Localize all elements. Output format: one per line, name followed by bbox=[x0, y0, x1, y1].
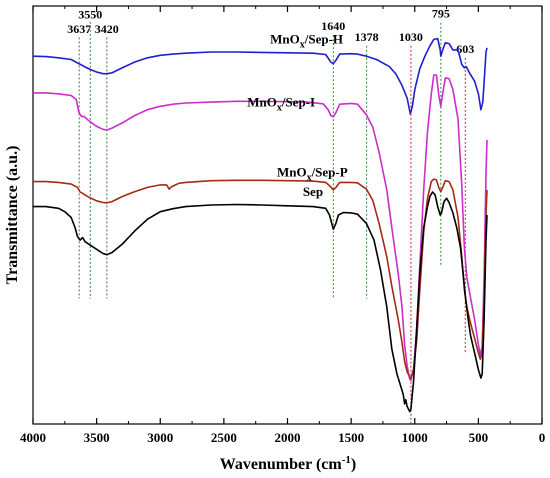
series-line-sep bbox=[33, 191, 488, 413]
series-label-base: Sep bbox=[303, 184, 323, 199]
series-label-sub: x bbox=[307, 173, 312, 184]
series-label-rest: /Sep-P bbox=[311, 165, 348, 180]
series-line-mnox-sep-h bbox=[32, 37, 488, 115]
series-label-mnox-sep-i: MnOx/Sep-I bbox=[247, 94, 315, 113]
x-tick-label-1500: 1500 bbox=[338, 430, 364, 445]
series-label-base: MnO bbox=[277, 165, 307, 180]
series-label-base: MnO bbox=[247, 94, 277, 109]
series-label-rest: /Sep-H bbox=[304, 32, 343, 47]
x-tick-label-3500: 3500 bbox=[84, 430, 110, 445]
annotation-label-3550: 3550 bbox=[78, 8, 102, 22]
annotation-label-3637: 3637 bbox=[67, 22, 91, 36]
series-label-sub: x bbox=[277, 102, 282, 113]
series-label-mnox-sep-h: MnOx/Sep-H bbox=[270, 32, 343, 51]
annotation-label-1640: 1640 bbox=[321, 19, 345, 33]
x-tick-label-500: 500 bbox=[469, 430, 489, 445]
series-layer bbox=[32, 37, 488, 413]
series-line-mnox-sep-p bbox=[33, 178, 488, 379]
x-axis-title: Wavenumber (cm-1) bbox=[220, 454, 356, 473]
x-tick-label-0: 0 bbox=[539, 430, 546, 445]
x-tick-label-2000: 2000 bbox=[275, 430, 301, 445]
y-axis-title: Transmittance (a.u.) bbox=[4, 146, 21, 285]
annotation-label-795: 795 bbox=[432, 7, 450, 21]
x-tick-label-1000: 1000 bbox=[402, 430, 428, 445]
annotation-label-1378: 1378 bbox=[355, 30, 379, 44]
series-label-mnox-sep-p: MnOx/Sep-P bbox=[277, 165, 348, 184]
x-tick-label-3000: 3000 bbox=[147, 430, 173, 445]
series-label-rest: /Sep-I bbox=[281, 94, 315, 109]
annotation-label-603: 603 bbox=[456, 42, 474, 56]
x-ticks-layer: 4000 3500 3000 2500 2000 1500 1000 500 0 bbox=[20, 6, 545, 445]
series-label-sep: Sep bbox=[303, 184, 323, 199]
x-tick-label-2500: 2500 bbox=[211, 430, 237, 445]
annotation-label-1030: 1030 bbox=[399, 30, 423, 44]
x-tick-label-4000: 4000 bbox=[20, 430, 46, 445]
series-label-sub: x bbox=[300, 40, 305, 51]
annotation-label-3420: 3420 bbox=[95, 22, 119, 36]
x-axis-title-superscript: -1 bbox=[342, 454, 351, 466]
series-line-mnox-sep-i bbox=[33, 74, 488, 382]
x-axis-title-close: ) bbox=[351, 456, 356, 473]
series-label-base: MnO bbox=[270, 32, 300, 47]
